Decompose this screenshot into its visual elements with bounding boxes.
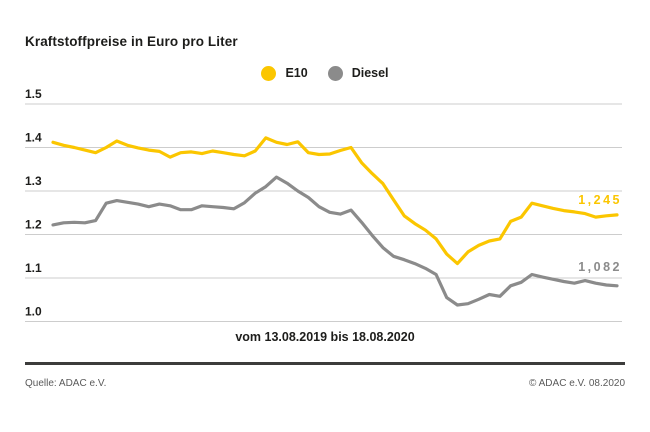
y-tick-label-1.4: 1.4 [25, 131, 42, 145]
chart-legend: E10 Diesel [0, 64, 650, 82]
legend-label-e10: E10 [285, 66, 308, 80]
e10-dot-icon [261, 65, 277, 81]
source-text: Quelle: ADAC e.V. [25, 378, 107, 389]
e10-line [51, 136, 619, 266]
y-tick-label-1.0: 1.0 [25, 305, 42, 319]
e10-end-value-label: 1,245 [578, 193, 622, 207]
y-tick-label-1.1: 1.1 [25, 261, 42, 275]
chart-title: Kraftstoffpreise in Euro pro Liter [25, 34, 238, 49]
legend-item-diesel: Diesel [327, 65, 389, 81]
copyright-text: © ADAC e.V. 08.2020 [529, 378, 625, 389]
y-tick-label-1.2: 1.2 [25, 218, 42, 232]
diesel-dot-icon [327, 65, 343, 81]
legend-item-e10: E10 [261, 65, 308, 81]
x-axis-range-caption: vom 13.08.2019 bis 18.08.2020 [235, 330, 415, 344]
diesel-line [51, 175, 619, 307]
footer-divider [25, 362, 625, 365]
y-tick-label-1.5: 1.5 [25, 87, 42, 101]
diesel-end-value-label: 1,082 [578, 260, 622, 274]
y-tick-label-1.3: 1.3 [25, 174, 42, 188]
legend-label-diesel: Diesel [351, 66, 389, 80]
